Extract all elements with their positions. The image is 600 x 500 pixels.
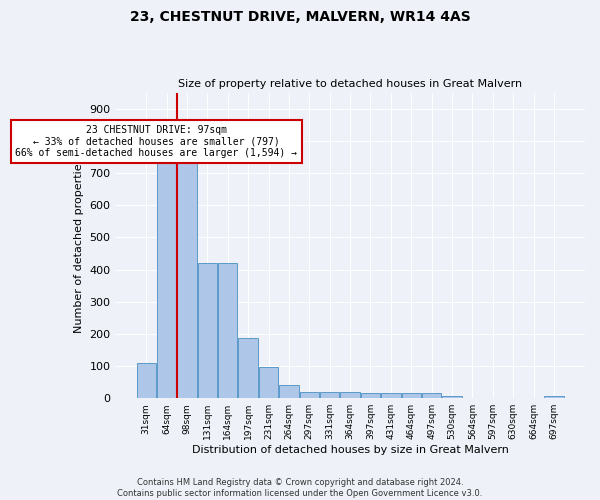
Bar	[259, 368, 278, 398]
Bar	[442, 396, 462, 398]
Title: Size of property relative to detached houses in Great Malvern: Size of property relative to detached ho…	[178, 79, 522, 89]
Bar	[218, 263, 238, 398]
Bar	[238, 338, 258, 398]
Bar	[361, 392, 380, 398]
Bar	[381, 392, 401, 398]
Bar	[320, 392, 340, 398]
Bar	[178, 156, 197, 398]
Text: 23, CHESTNUT DRIVE, MALVERN, WR14 4AS: 23, CHESTNUT DRIVE, MALVERN, WR14 4AS	[130, 10, 470, 24]
Bar	[299, 392, 319, 398]
Text: 23 CHESTNUT DRIVE: 97sqm
← 33% of detached houses are smaller (797)
66% of semi-: 23 CHESTNUT DRIVE: 97sqm ← 33% of detach…	[16, 124, 298, 158]
Y-axis label: Number of detached properties: Number of detached properties	[74, 158, 83, 333]
X-axis label: Distribution of detached houses by size in Great Malvern: Distribution of detached houses by size …	[191, 445, 509, 455]
Bar	[422, 394, 442, 398]
Bar	[340, 392, 360, 398]
Bar	[544, 396, 563, 398]
Bar	[279, 384, 299, 398]
Text: Contains HM Land Registry data © Crown copyright and database right 2024.
Contai: Contains HM Land Registry data © Crown c…	[118, 478, 482, 498]
Bar	[401, 394, 421, 398]
Bar	[157, 158, 176, 398]
Bar	[137, 363, 156, 398]
Bar	[198, 263, 217, 398]
